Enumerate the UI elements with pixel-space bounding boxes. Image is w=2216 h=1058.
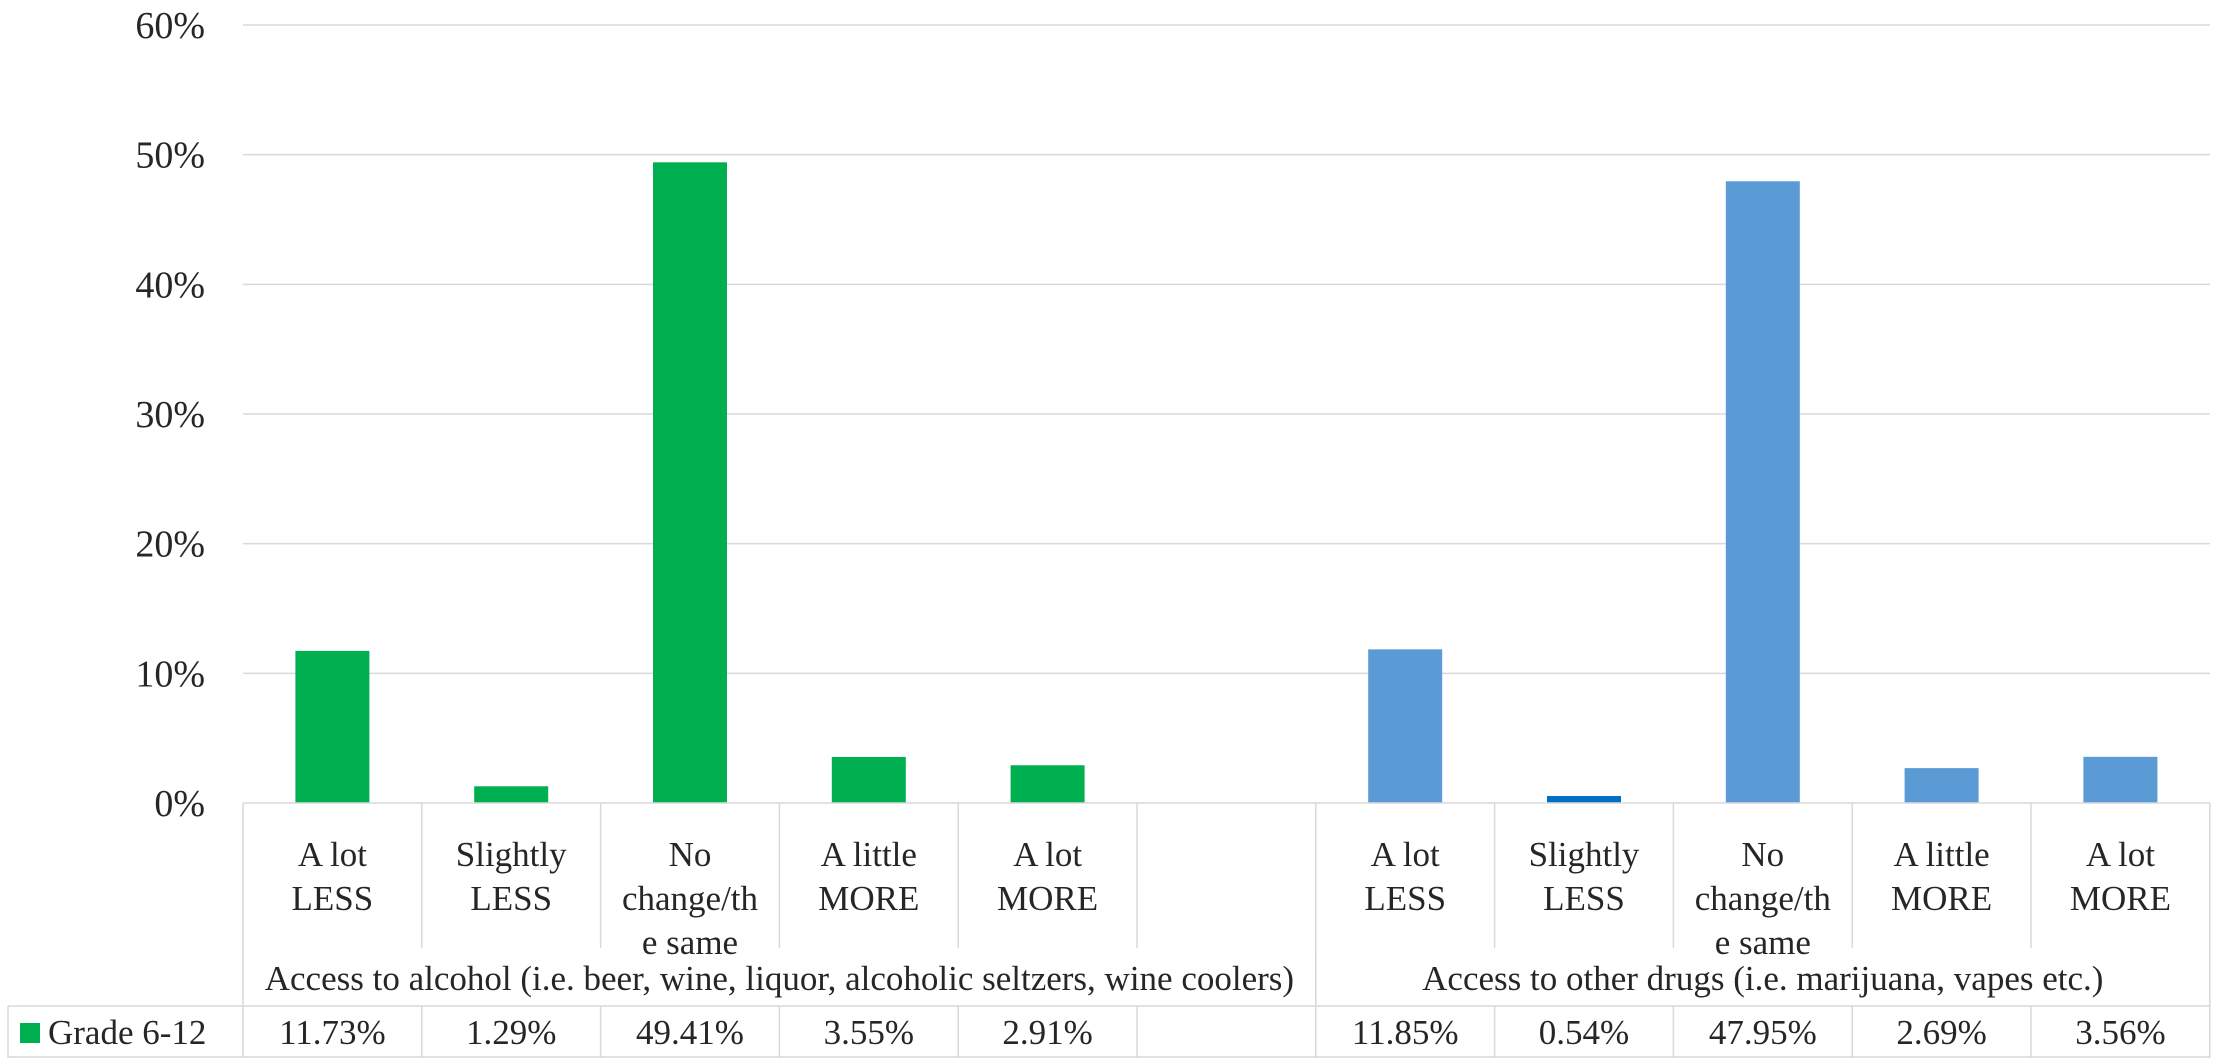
category-label: change/th [622,879,759,918]
y-tick-label: 50% [135,135,205,177]
category-label: A lot [298,835,367,874]
bar [295,650,370,803]
table-cell-value: 11.73% [279,1013,386,1052]
bar [474,786,549,803]
group-label: Access to alcohol (i.e. beer, wine, liqu… [265,959,1294,998]
category-label: A lot [1013,835,1082,874]
legend-swatch [20,1023,40,1043]
category-label: MORE [1891,879,1992,918]
category-label: No [1741,835,1784,874]
category-label: e same [642,923,738,962]
category-label: LESS [292,879,374,918]
category-label: A lot [1371,835,1440,874]
bar [1725,181,1800,803]
bar [2083,756,2158,803]
category-label: change/th [1695,879,1832,918]
bar [1904,768,1979,803]
category-label: A little [1893,835,1989,874]
category-label: LESS [470,879,552,918]
table-cell-value: 11.85% [1352,1013,1459,1052]
y-tick-label: 60% [135,5,205,47]
y-tick-label: 30% [135,394,205,436]
table-cell-value: 2.69% [1896,1013,1986,1052]
bar [1547,795,1621,803]
table-cell-value: 0.54% [1539,1013,1629,1052]
y-axis: 0% 10% 20% 30% 40% 50% 60% [135,5,205,825]
gridlines [243,24,2210,675]
category-label: MORE [997,879,1098,918]
category-label: LESS [1364,879,1446,918]
group-label: Access to other drugs (i.e. marijuana, v… [1422,959,2103,998]
bar [653,162,727,803]
category-label: MORE [818,879,919,918]
bar [831,756,906,803]
category-label: No [669,835,712,874]
y-tick-label: 0% [154,783,205,825]
category-label: A little [821,835,917,874]
bars [295,162,2158,803]
legend-label: Grade 6-12 [48,1013,206,1052]
category-label: A lot [2086,835,2155,874]
category-label: Slightly [1529,835,1640,874]
data-table: Access to alcohol (i.e. beer, wine, liqu… [7,802,2211,1058]
category-label: Slightly [456,835,567,874]
y-tick-label: 10% [135,653,205,695]
bar [1010,765,1085,803]
category-label: e same [1715,923,1811,962]
table-cell-value: 2.91% [1002,1013,1092,1052]
bar [1368,649,1443,803]
table-cell-value: 3.56% [2075,1013,2165,1052]
table-cell-value: 3.55% [824,1013,914,1052]
category-label: MORE [2070,879,2171,918]
y-tick-label: 20% [135,524,205,566]
table-cell-value: 49.41% [636,1013,744,1052]
category-label: LESS [1543,879,1625,918]
table-cell-value: 1.29% [466,1013,556,1052]
table-cell-value: 47.95% [1709,1013,1817,1052]
y-tick-label: 40% [135,264,205,306]
